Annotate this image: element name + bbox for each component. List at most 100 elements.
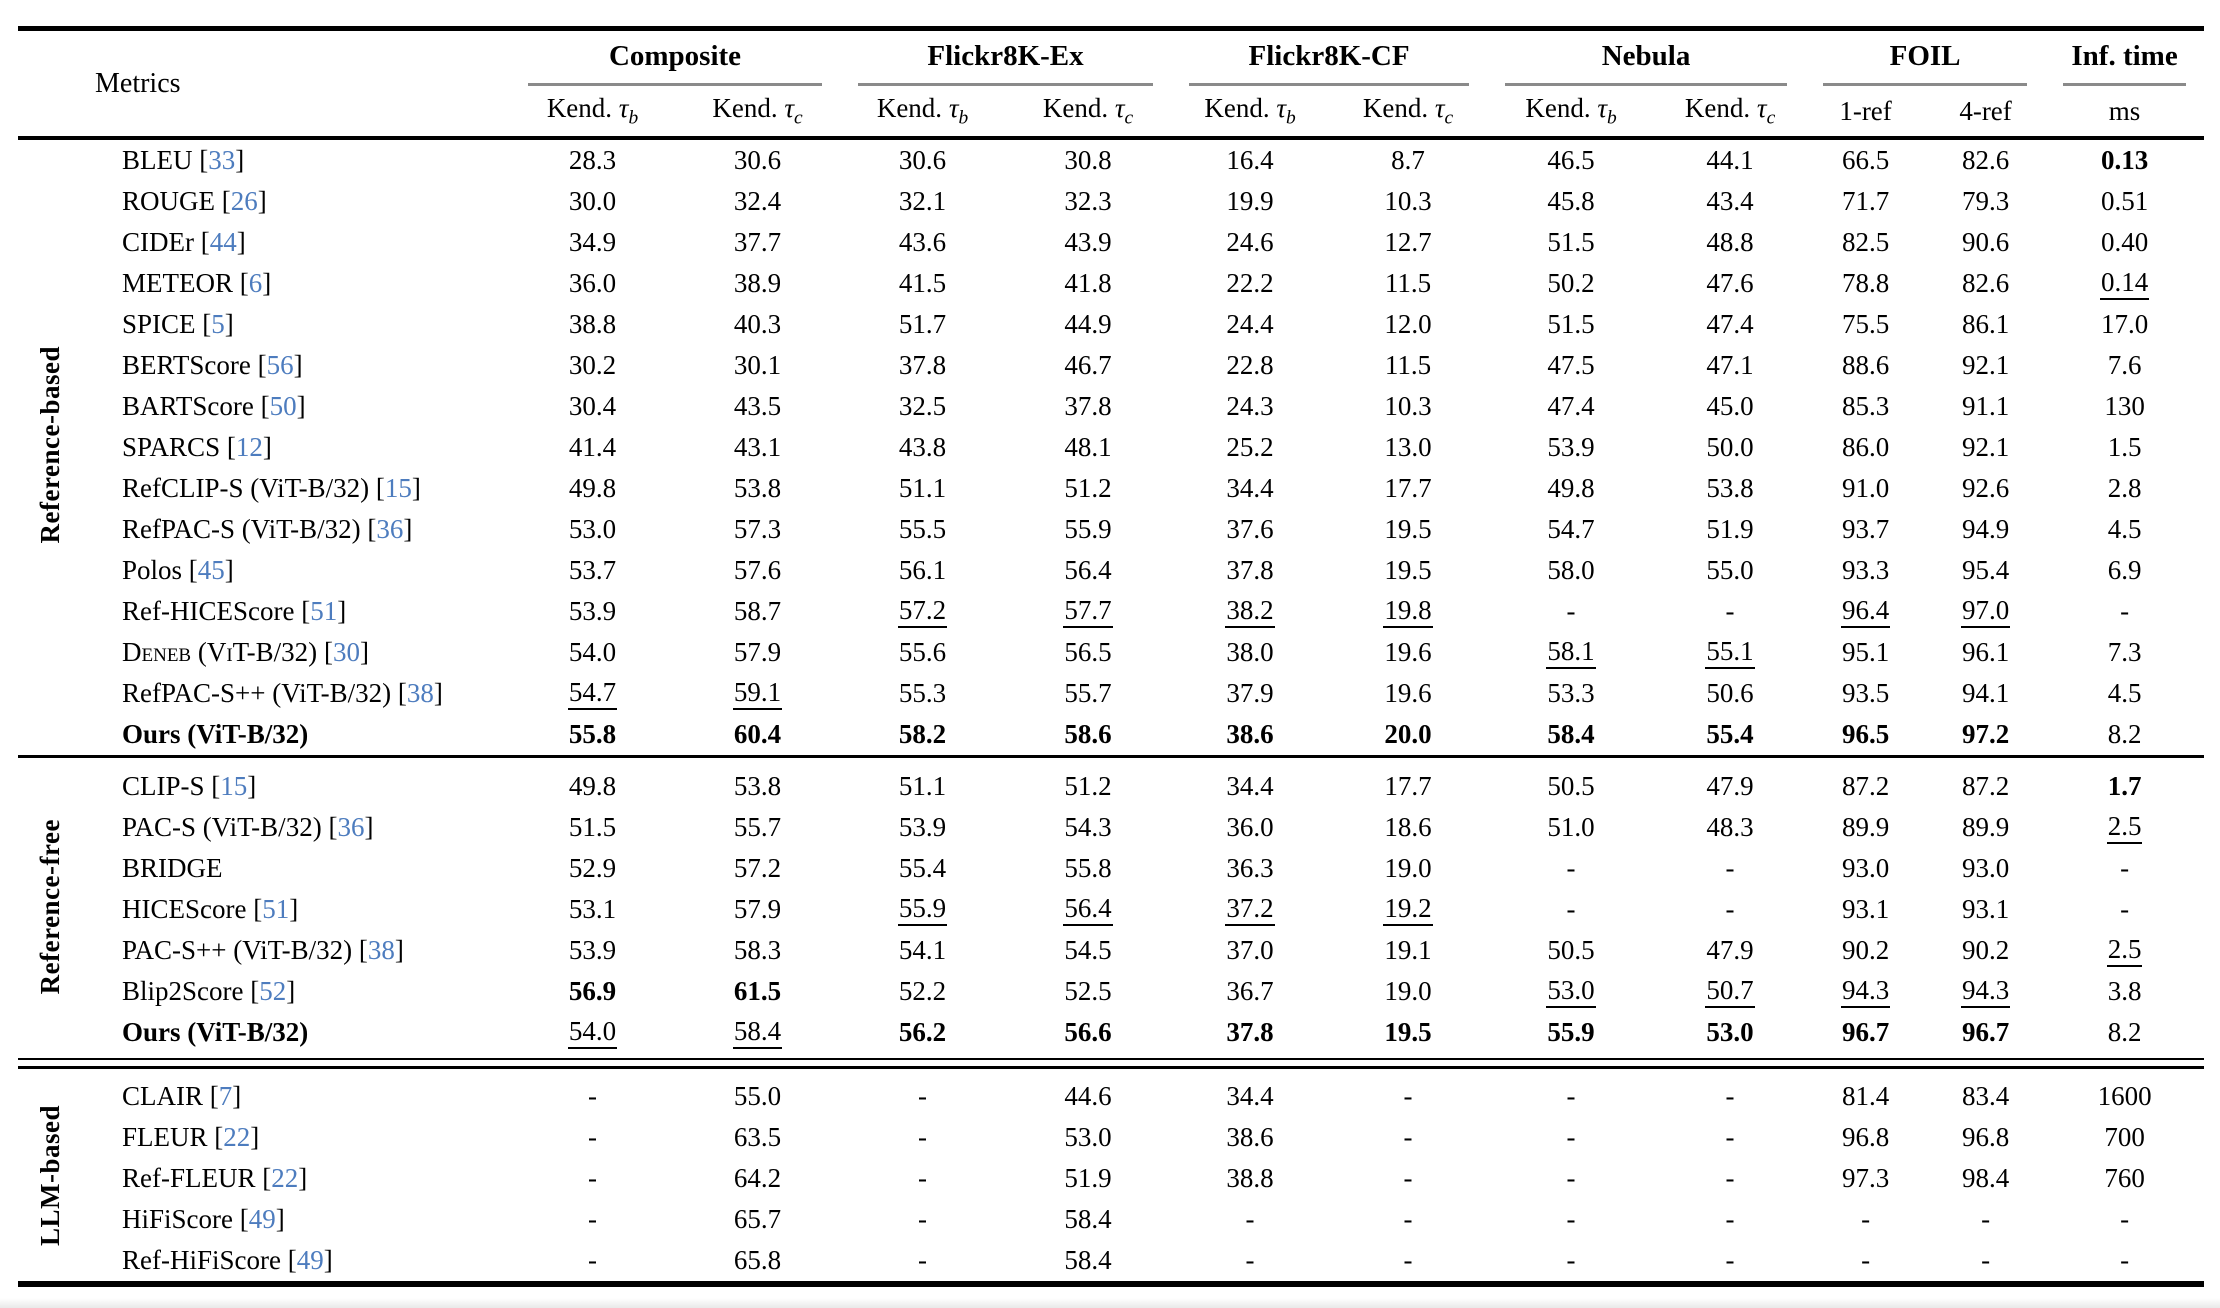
metric-name-cell: ROUGE [26] xyxy=(122,186,267,216)
value-cell: 51.9 xyxy=(1005,1158,1171,1199)
value-cell: 51.1 xyxy=(840,766,1005,807)
tau-symbol: τ xyxy=(1597,92,1608,123)
value-cell: 37.8 xyxy=(840,345,1005,386)
value: 79.3 xyxy=(1961,186,2010,216)
table-row: METEOR [6] 36.0 38.9 41.5 41.8 22.2 11.5 50.2 47… xyxy=(18,263,2204,304)
value: 94.3 xyxy=(1840,976,1891,1009)
value: 19.5 xyxy=(1384,1017,1432,1047)
value-cell: 58.4 xyxy=(1005,1240,1171,1284)
section-label-text: LLM-based xyxy=(34,1105,65,1247)
value-cell: 97.3 xyxy=(1805,1158,1926,1199)
value: 96.7 xyxy=(1841,1017,1890,1047)
citation-link[interactable]: 15 xyxy=(384,473,412,503)
citation-link[interactable]: 7 xyxy=(218,1081,233,1111)
value: 47.4 xyxy=(1547,391,1595,421)
value: 24.6 xyxy=(1226,227,1274,257)
value-cell: - xyxy=(1805,1199,1926,1240)
metric-name: Blip2Score xyxy=(122,976,244,1006)
value-cell: 38.8 xyxy=(510,304,675,345)
citation-link[interactable]: 49 xyxy=(248,1204,276,1234)
value-cell: - xyxy=(840,1158,1005,1199)
metric-name-cell: HiFiScore [49] xyxy=(122,1204,285,1234)
value: 96.1 xyxy=(1961,637,2010,667)
citation-link[interactable]: 33 xyxy=(208,145,236,175)
value-cell: 49.8 xyxy=(1487,468,1655,509)
tau-symbol: τ xyxy=(784,92,795,123)
metric-name: RefPAC-S++ (ViT-B/32) xyxy=(122,678,392,708)
value-cell: - xyxy=(1487,1158,1655,1199)
metric-name-cell: Polos [45] xyxy=(122,555,234,585)
group-header-flickr8k-ex: Flickr8K-Ex xyxy=(840,29,1171,86)
value: 65.8 xyxy=(733,1245,782,1275)
value-cell: 3.8 xyxy=(2045,971,2204,1012)
citation-link[interactable]: 38 xyxy=(367,935,395,965)
value-cell: 86.0 xyxy=(1805,427,1926,468)
value-cell: 87.2 xyxy=(1926,766,2045,807)
value-cell: 66.5 xyxy=(1805,138,1926,181)
value-cell: 19.6 xyxy=(1329,673,1487,714)
value-cell: 2.5 xyxy=(2045,930,2204,971)
value: 56.2 xyxy=(898,1017,947,1047)
citation-link[interactable]: 52 xyxy=(259,976,287,1006)
value-cell: 36.0 xyxy=(1171,807,1329,848)
metric-name: BRIDGE xyxy=(122,853,223,883)
citation-link[interactable]: 51 xyxy=(310,596,338,626)
value: 0.51 xyxy=(2100,186,2149,216)
value: 54.7 xyxy=(1547,514,1595,544)
citation-link[interactable]: 6 xyxy=(248,268,263,298)
value: 11.5 xyxy=(1384,268,1432,298)
value: 96.8 xyxy=(1961,1122,2010,1152)
citation-link[interactable]: 22 xyxy=(223,1122,251,1152)
value-cell: 16.4 xyxy=(1171,138,1329,181)
citation-link[interactable]: 36 xyxy=(337,812,365,842)
citation-link[interactable]: 51 xyxy=(262,894,290,924)
value-cell: 54.1 xyxy=(840,930,1005,971)
value: 53.3 xyxy=(1547,678,1595,708)
value-cell: - xyxy=(2045,591,2204,632)
metric-name: SPARCS xyxy=(122,432,221,462)
value-cell: 93.7 xyxy=(1805,509,1926,550)
value-cell: - xyxy=(1655,1158,1805,1199)
value: 0.14 xyxy=(2099,268,2150,301)
value-cell: - xyxy=(1487,1117,1655,1158)
tau-symbol: τ xyxy=(1114,92,1125,123)
value: - xyxy=(1245,1245,1255,1275)
value-cell: - xyxy=(840,1117,1005,1158)
citation-link[interactable]: 12 xyxy=(235,432,263,462)
value-cell: 37.7 xyxy=(675,222,840,263)
citation-link[interactable]: 56 xyxy=(266,350,294,380)
metric-name-cell: RefPAC-S++ (ViT-B/32) [38] xyxy=(122,678,443,708)
citation-link[interactable]: 50 xyxy=(269,391,297,421)
value-cell: 79.3 xyxy=(1926,181,2045,222)
value-cell: 82.6 xyxy=(1926,138,2045,181)
value: 37.7 xyxy=(733,227,782,257)
value-cell: - xyxy=(1655,1117,1805,1158)
citation-link[interactable]: 49 xyxy=(296,1245,324,1275)
citation-link[interactable]: 15 xyxy=(220,771,248,801)
value: 81.4 xyxy=(1841,1081,1890,1111)
value: 44.6 xyxy=(1064,1081,1112,1111)
value: 22.2 xyxy=(1226,268,1274,298)
value-cell: 95.1 xyxy=(1805,632,1926,673)
value: 51.7 xyxy=(898,309,947,339)
value-cell: 96.8 xyxy=(1805,1117,1926,1158)
citation-link[interactable]: 44 xyxy=(209,227,237,257)
citation-link[interactable]: 36 xyxy=(376,514,404,544)
citation-link[interactable]: 26 xyxy=(230,186,258,216)
citation-link[interactable]: 38 xyxy=(406,678,434,708)
citation-link[interactable]: 22 xyxy=(271,1163,299,1193)
value: 8.7 xyxy=(1391,145,1425,175)
value: 19.9 xyxy=(1226,186,1274,216)
column-header: Kend. τc xyxy=(675,86,841,140)
column-header: 1-ref xyxy=(1805,86,1927,140)
value: 55.5 xyxy=(898,514,947,544)
citation-link[interactable]: 30 xyxy=(332,637,360,667)
value: 30.6 xyxy=(898,145,947,175)
value: 48.3 xyxy=(1706,812,1754,842)
citation-link[interactable]: 5 xyxy=(211,309,225,339)
value-cell: 55.5 xyxy=(840,509,1005,550)
value: - xyxy=(918,1245,928,1275)
value: 19.5 xyxy=(1384,555,1432,585)
citation-link[interactable]: 45 xyxy=(197,555,225,585)
value-cell: - xyxy=(1487,591,1655,632)
